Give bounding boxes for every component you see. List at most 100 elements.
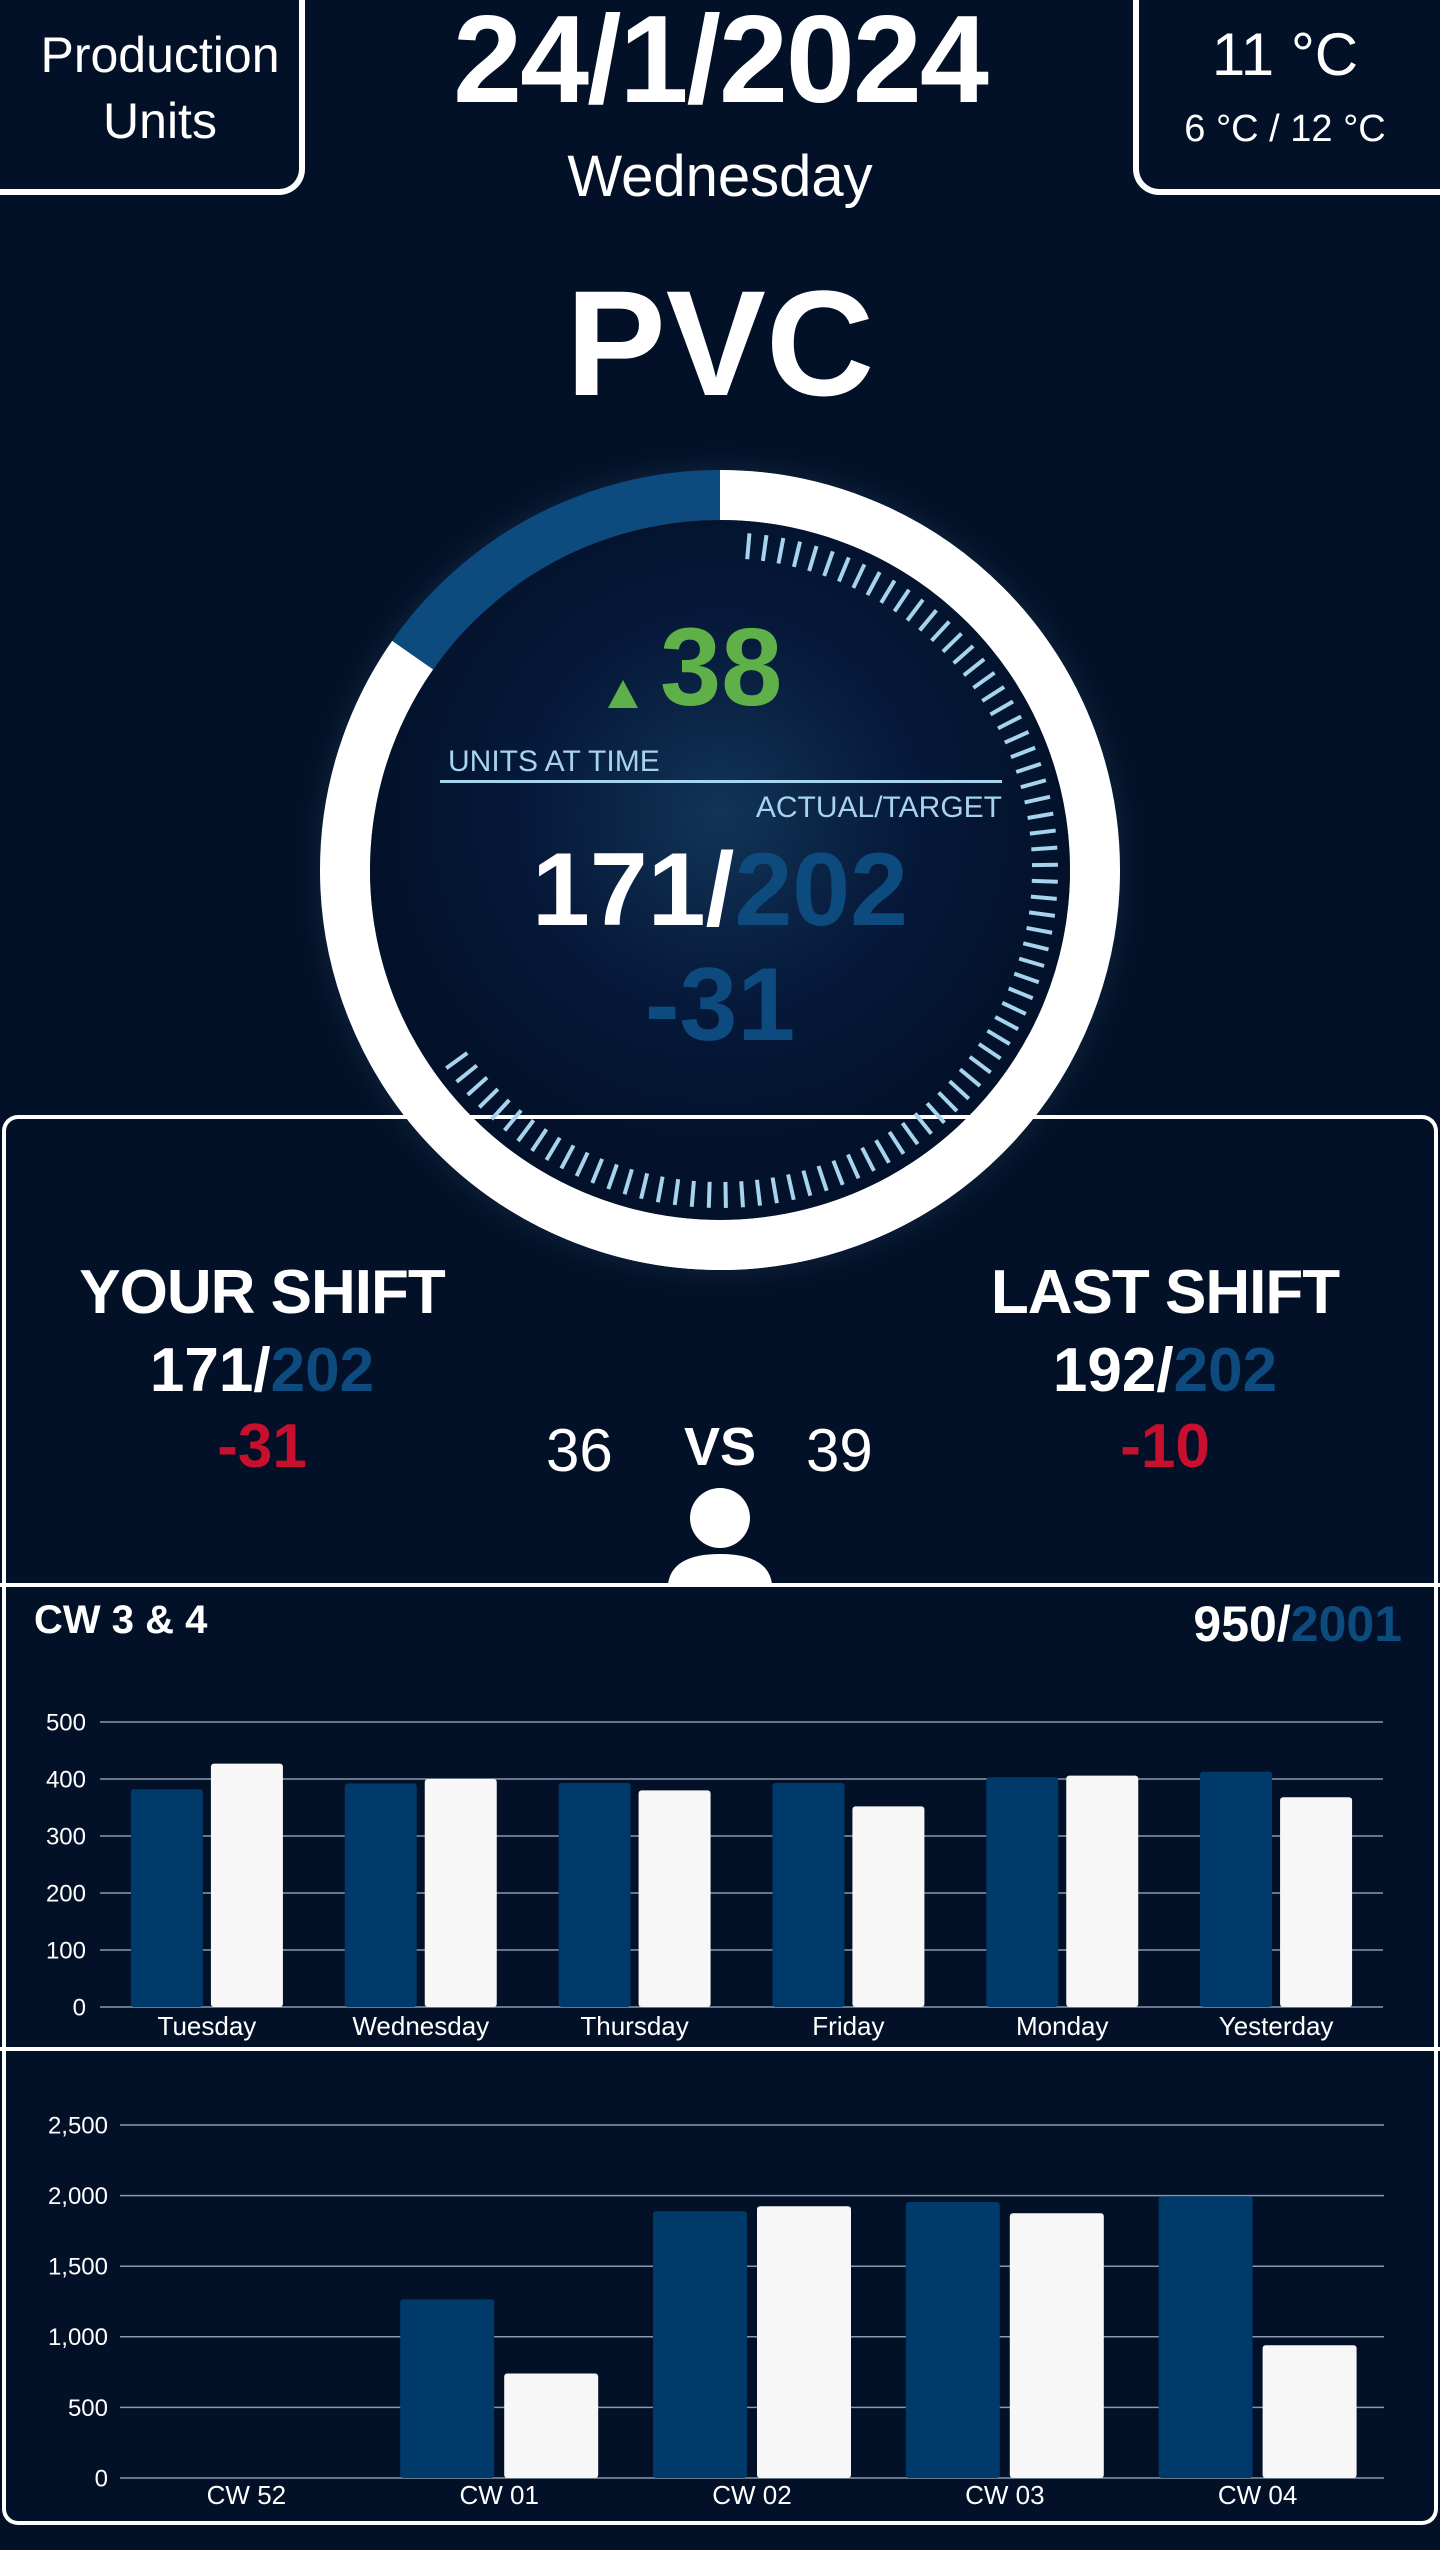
gauge-delta: -31 [644, 947, 796, 1063]
gauge-tick [770, 1177, 779, 1204]
gauge-tick [655, 1176, 665, 1203]
production-title-line1: Production [40, 27, 280, 83]
category-label: CW 03 [965, 2480, 1044, 2510]
actual-target-label: ACTUAL/TARGET [755, 791, 1002, 824]
gauge-tick [1028, 910, 1056, 918]
gauge-tick [516, 1118, 536, 1143]
gauge-tick [972, 671, 996, 690]
gauge-tick [1013, 971, 1040, 985]
bar [1280, 1797, 1353, 2007]
gauge-ticks-bottom [445, 1028, 1011, 1208]
gauge-tick [997, 714, 1023, 731]
gauge-tick [822, 550, 835, 577]
gauge-tick [1022, 941, 1049, 952]
production-title-line2: Units [103, 93, 217, 149]
last-shift-target: 202 [1173, 1336, 1278, 1405]
gauge-divider [440, 780, 1002, 783]
gauge-tick [1001, 1001, 1027, 1016]
bar [130, 1789, 203, 2007]
gauge-tick [807, 545, 819, 572]
weekly-history-frame [2, 2047, 1438, 2525]
shift-comparison-panel [2, 1115, 1438, 1587]
gauge-tick [689, 1180, 696, 1207]
gauge-tick [1007, 986, 1034, 1001]
bar [424, 1779, 497, 2007]
gauge-tick [606, 1163, 619, 1190]
current-temperature: 11 °C [1211, 21, 1359, 88]
gauge-tick [958, 1067, 982, 1088]
weather-frame [1133, 0, 1440, 195]
your-shift-separator: / [253, 1336, 271, 1405]
temperature-separator: / [1269, 108, 1280, 150]
gauge-tick [930, 620, 951, 643]
last-shift-title: LAST SHIFT [990, 1258, 1340, 1327]
gauge-tick [981, 685, 1006, 703]
category-label: Yesterday [1219, 2011, 1334, 2041]
production-units-frame [0, 0, 305, 195]
gauge-tick [622, 1168, 634, 1195]
last-shift-delta: -10 [1120, 1412, 1210, 1481]
y-tick-label: 400 [46, 1766, 86, 1793]
y-tick-label: 300 [46, 1823, 86, 1850]
weekly-total: 950/2001 [1070, 1594, 1402, 1654]
weekly-total-actual: 950 [1193, 1596, 1277, 1652]
gauge-tick [1024, 794, 1051, 805]
category-label: CW 04 [1218, 2480, 1297, 2510]
category-label: CW 01 [459, 2480, 538, 2510]
gauge-target: 202 [734, 832, 908, 948]
category-label: Tuesday [158, 2011, 257, 2041]
gauge-tick [760, 534, 769, 562]
gauge-overlay [366, 1028, 1074, 1270]
weekly-chart-title: CW 3 & 4 [34, 1598, 208, 1642]
gauge-tick [791, 541, 802, 568]
gauge-ring-bottom [366, 1034, 1074, 1270]
gauge-tick [941, 632, 963, 654]
gauge-tick [1031, 845, 1058, 852]
y-tick-label: 500 [68, 2395, 108, 2422]
gauge-tick [445, 1051, 469, 1070]
gauge-tick [1026, 925, 1053, 935]
gauge-tick [706, 1181, 712, 1208]
gauge-tick [846, 1153, 861, 1180]
your-shift-title: YOUR SHIFT [79, 1258, 445, 1327]
y-tick-label: 0 [95, 2465, 108, 2492]
gauge-tick [745, 533, 752, 560]
category-label: Wednesday [352, 2011, 489, 2041]
gauge-tick [1015, 761, 1042, 774]
gauge-tick [986, 1028, 1011, 1046]
gauge-tick [860, 1146, 876, 1172]
bar [558, 1782, 631, 2007]
your-shift-delta: -31 [217, 1412, 307, 1481]
gauge-tick [994, 1015, 1020, 1031]
vs-right-value: 39 [806, 1417, 873, 1484]
gauge-tick [801, 1170, 813, 1197]
last-shift-value: 192/202 [955, 1336, 1375, 1406]
gauge-tick [977, 1042, 1002, 1061]
actual-target-value: 171/202 [420, 830, 1020, 950]
gauge-tick [455, 1063, 479, 1084]
gauge-tick [544, 1136, 562, 1162]
gauge-tick [962, 657, 986, 677]
your-shift-actual: 171 [149, 1336, 254, 1405]
gauge-tick [918, 609, 938, 632]
gauge-tick [1003, 730, 1030, 745]
temperature-high: 12 °C [1290, 108, 1386, 150]
gauge-tick [639, 1172, 650, 1200]
bar [504, 2373, 599, 2478]
weekly-total-target: 2001 [1290, 1596, 1402, 1652]
gauge-tick [1010, 745, 1036, 760]
y-tick-label: 100 [46, 1937, 86, 1964]
gauge-tick [1031, 878, 1058, 884]
gauge-tick [466, 1076, 489, 1097]
bar [905, 2201, 1000, 2478]
gauge-inner [370, 520, 1070, 1220]
units-at-time-value: 38 [660, 606, 783, 729]
gauge-tick [574, 1151, 590, 1177]
gauge-tick [1020, 778, 1047, 790]
gauge-tick [925, 1101, 946, 1125]
gauge-tick [559, 1144, 576, 1170]
category-label: Thursday [580, 2011, 688, 2041]
bar [1262, 2345, 1357, 2478]
gauge-tick [900, 1121, 920, 1146]
y-tick-label: 500 [46, 1709, 86, 1736]
